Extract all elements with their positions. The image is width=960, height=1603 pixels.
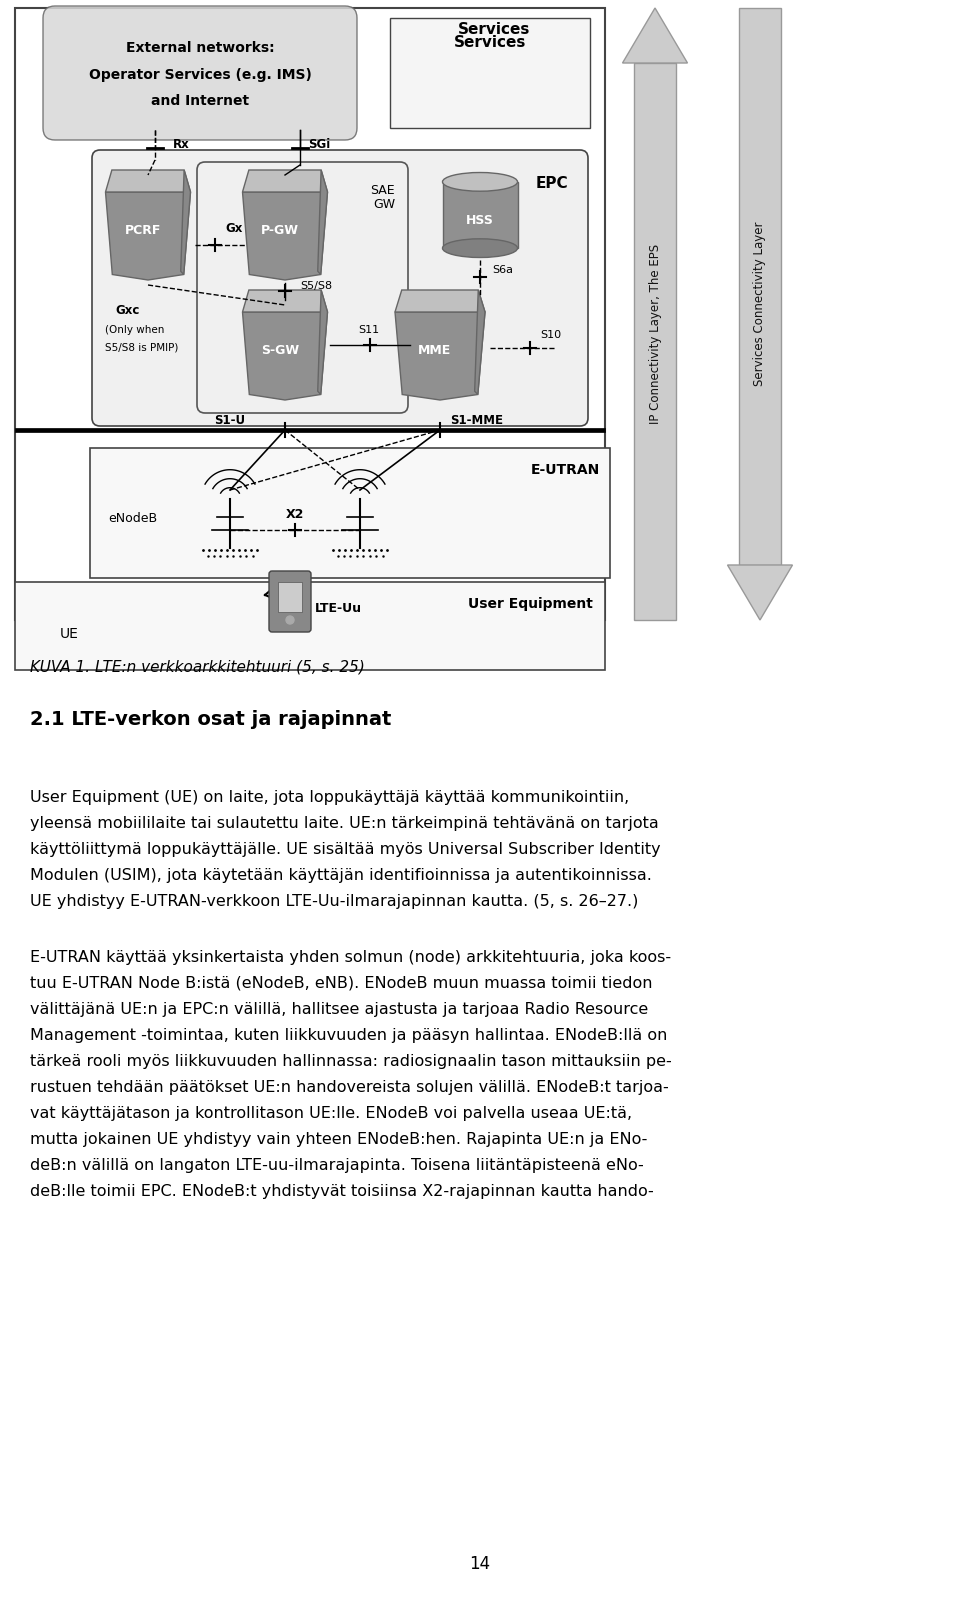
Ellipse shape — [443, 239, 517, 258]
Text: IP Connectivity Layer, The EPS: IP Connectivity Layer, The EPS — [649, 244, 661, 425]
Text: Services Connectivity Layer: Services Connectivity Layer — [754, 221, 766, 386]
Circle shape — [286, 616, 294, 624]
Text: User Equipment: User Equipment — [468, 596, 593, 611]
Ellipse shape — [443, 173, 517, 191]
Text: Services: Services — [454, 35, 526, 50]
Text: S1-MME: S1-MME — [450, 414, 503, 426]
Bar — [15, 582, 605, 670]
Text: S11: S11 — [358, 325, 379, 335]
Bar — [15, 428, 605, 431]
Text: S6a: S6a — [492, 264, 513, 276]
Bar — [634, 63, 676, 620]
Polygon shape — [243, 313, 327, 401]
Bar — [390, 18, 590, 128]
Bar — [15, 8, 605, 620]
Text: User Equipment (UE) on laite, jota loppukäyttäjä käyttää kommunikointiin,: User Equipment (UE) on laite, jota loppu… — [30, 790, 629, 805]
Text: HSS: HSS — [466, 213, 494, 226]
Polygon shape — [243, 170, 327, 192]
Text: MME: MME — [418, 345, 451, 357]
Text: Services: Services — [458, 22, 530, 37]
Polygon shape — [728, 564, 793, 620]
Text: S1-U: S1-U — [214, 414, 246, 426]
Text: Operator Services (e.g. IMS): Operator Services (e.g. IMS) — [88, 67, 311, 82]
Text: 14: 14 — [469, 1555, 491, 1573]
Polygon shape — [180, 170, 190, 274]
Text: Gx: Gx — [225, 221, 242, 234]
Text: Rx: Rx — [173, 138, 190, 152]
Text: yleensä mobiililaite tai sulautettu laite. UE:n tärkeimpinä tehtävänä on tarjota: yleensä mobiililaite tai sulautettu lait… — [30, 816, 659, 830]
Text: and Internet: and Internet — [151, 95, 249, 107]
Text: SAE: SAE — [371, 184, 395, 197]
Polygon shape — [622, 8, 687, 63]
Text: PCRF: PCRF — [125, 224, 161, 237]
Text: P-GW: P-GW — [261, 224, 299, 237]
Polygon shape — [474, 290, 485, 394]
Text: käyttöliittymä loppukäyttäjälle. UE sisältää myös Universal Subscriber Identity: käyttöliittymä loppukäyttäjälle. UE sisä… — [30, 842, 660, 858]
Polygon shape — [106, 192, 190, 281]
Polygon shape — [243, 290, 327, 313]
Text: tuu E-UTRAN Node B:istä (eNodeB, eNB). ENodeB muun muassa toimii tiedon: tuu E-UTRAN Node B:istä (eNodeB, eNB). E… — [30, 976, 653, 991]
Text: Modulen (USIM), jota käytetään käyttäjän identifioinnissa ja autentikoinnissa.: Modulen (USIM), jota käytetään käyttäjän… — [30, 867, 652, 883]
Text: (Only when: (Only when — [105, 325, 164, 335]
Text: S-GW: S-GW — [261, 345, 299, 357]
Text: UE: UE — [60, 627, 79, 641]
Text: rustuen tehdään päätökset UE:n handovereista solujen välillä. ENodeB:t tarjoa-: rustuen tehdään päätökset UE:n handovere… — [30, 1080, 669, 1095]
Text: SGi: SGi — [308, 138, 330, 152]
Text: E-UTRAN: E-UTRAN — [531, 463, 600, 478]
Text: S5/S8 is PMIP): S5/S8 is PMIP) — [105, 343, 179, 353]
Text: EPC: EPC — [536, 176, 568, 191]
Polygon shape — [318, 290, 327, 394]
Text: Gxc: Gxc — [115, 303, 139, 316]
Text: E-UTRAN käyttää yksinkertaista yhden solmun (node) arkkitehtuuria, joka koos-: E-UTRAN käyttää yksinkertaista yhden sol… — [30, 951, 671, 965]
FancyBboxPatch shape — [92, 151, 588, 426]
Polygon shape — [106, 170, 190, 192]
Text: LTE-Uu: LTE-Uu — [315, 601, 362, 614]
Bar — [90, 447, 610, 579]
Text: tärkeä rooli myös liikkuvuuden hallinnassa: radiosignaalin tason mittauksiin pe-: tärkeä rooli myös liikkuvuuden hallinnas… — [30, 1055, 672, 1069]
Text: External networks:: External networks: — [126, 42, 275, 55]
Text: KUVA 1. LTE:n verkkoarkkitehtuuri (5, s. 25): KUVA 1. LTE:n verkkoarkkitehtuuri (5, s.… — [30, 660, 365, 675]
Polygon shape — [395, 290, 485, 313]
Text: 2.1 LTE-verkon osat ja rajapinnat: 2.1 LTE-verkon osat ja rajapinnat — [30, 710, 392, 729]
Bar — [443, 181, 517, 248]
Bar — [278, 582, 302, 612]
Polygon shape — [318, 170, 327, 274]
Text: eNodeB: eNodeB — [108, 511, 157, 524]
Text: mutta jokainen UE yhdistyy vain yhteen ENodeB:hen. Rajapinta UE:n ja ENo-: mutta jokainen UE yhdistyy vain yhteen E… — [30, 1132, 647, 1148]
Text: välittäjänä UE:n ja EPC:n välillä, hallitsee ajastusta ja tarjoaa Radio Resource: välittäjänä UE:n ja EPC:n välillä, halli… — [30, 1002, 648, 1016]
FancyBboxPatch shape — [43, 6, 357, 139]
FancyBboxPatch shape — [269, 571, 311, 632]
Polygon shape — [395, 313, 485, 401]
Text: deB:lle toimii EPC. ENodeB:t yhdistyvät toisiinsa X2-rajapinnan kautta hando-: deB:lle toimii EPC. ENodeB:t yhdistyvät … — [30, 1185, 654, 1199]
Text: S10: S10 — [540, 330, 562, 340]
Text: vat käyttäjätason ja kontrollitason UE:lle. ENodeB voi palvella useaa UE:tä,: vat käyttäjätason ja kontrollitason UE:l… — [30, 1106, 632, 1120]
Polygon shape — [243, 192, 327, 281]
Text: X2: X2 — [286, 508, 304, 521]
Text: GW: GW — [372, 199, 395, 212]
Text: S5/S8: S5/S8 — [300, 281, 332, 292]
Text: deB:n välillä on langaton LTE-uu-ilmarajapinta. Toisena liitäntäpisteenä eNo-: deB:n välillä on langaton LTE-uu-ilmaraj… — [30, 1157, 644, 1173]
Bar — [739, 8, 781, 564]
Text: UE yhdistyy E-UTRAN-verkkoon LTE-Uu-ilmarajapinnan kautta. (5, s. 26–27.): UE yhdistyy E-UTRAN-verkkoon LTE-Uu-ilma… — [30, 894, 638, 909]
Text: Management -toimintaa, kuten liikkuvuuden ja pääsyn hallintaa. ENodeB:llä on: Management -toimintaa, kuten liikkuvuude… — [30, 1028, 667, 1044]
